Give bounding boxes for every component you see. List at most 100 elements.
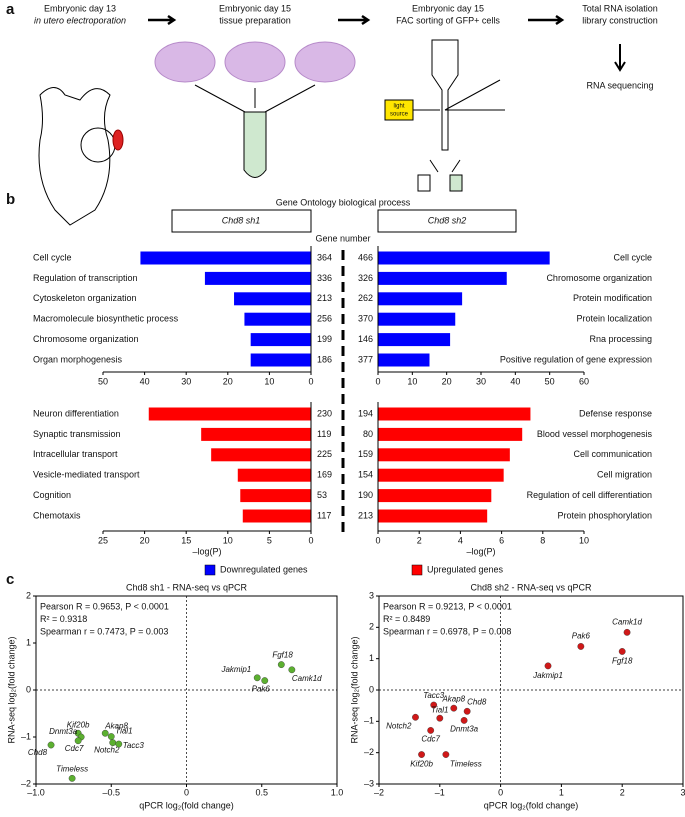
x-tick-label: 4 [458,535,463,545]
deflector [429,159,461,173]
point [618,648,626,655]
x-tick-label: 10 [407,376,417,386]
point [412,713,419,721]
x-tick-label: 0 [308,535,313,545]
gene-number: 53 [317,490,327,500]
category-label: Protein phosphorylation [557,510,652,520]
point-label: Notch2 [94,746,120,755]
y-tick-label: 1 [369,653,374,663]
bar [211,448,311,462]
point-label: Camk1d [612,617,642,626]
embryo [80,127,116,163]
point [253,674,261,682]
panel-title: Gene Ontology biological process [276,197,411,207]
x-tick-label: 10 [579,535,589,545]
point [430,701,438,709]
header-box [171,209,312,233]
collection-tube [449,174,463,192]
bar [242,509,311,523]
bar [204,271,311,285]
gene-number: 213 [358,510,373,520]
bar [237,468,311,482]
point [463,707,471,715]
plot-title: Chd8 sh1 - RNA-seq vs qPCR [126,582,248,592]
y-tick-label: 2 [26,590,31,600]
y-tick-label: –2 [364,747,374,757]
point [68,774,76,782]
gene-number: 466 [358,252,373,262]
x-tick-label: 20 [442,376,452,386]
point [47,741,55,749]
x-tick-label: 0 [375,535,380,545]
gene-number: 190 [358,490,373,500]
point [442,751,450,758]
sorter [431,39,459,151]
y-tick-label: –2 [21,778,31,788]
point-label: Kif20b [410,760,433,769]
x-tick-label: 15 [181,535,191,545]
light-path [410,79,505,111]
category-label: Vesicle-mediated transport [33,470,140,480]
bar [378,427,523,441]
light-label: light [393,104,404,110]
gene-number: 169 [317,470,332,480]
y-axis-label: RNA-seq log₂(fold change) [6,636,16,743]
point [427,727,435,734]
x-tick-label: 40 [510,376,520,386]
legend-swatch [411,564,423,576]
point-label: Dnmt3a [49,727,78,736]
brain-slice [294,41,356,83]
x-tick-label: –1 [435,787,445,797]
point-label: Fgf18 [272,651,293,660]
point-label: Timeless [450,760,482,769]
arrow [338,14,371,26]
stat-text: Spearman r = 0.6978, P = 0.008 [383,626,511,636]
bar [250,333,311,347]
point-label: Tacc3 [423,691,445,700]
collection-tube [417,174,431,192]
category-label: Intracellular transport [33,449,118,459]
bar [378,489,492,503]
y-tick-label: 1 [26,637,31,647]
stat-text: Pearson R = 0.9653, P < 0.0001 [40,601,169,611]
x-tick-label: 2 [417,535,422,545]
x-tick-label: 60 [579,376,589,386]
category-label: Defense response [579,408,652,418]
point [107,733,115,740]
x-tick-label: 25 [98,535,108,545]
point-label: Chd8 [28,748,48,757]
bar [201,427,311,441]
x-tick-label: 50 [98,376,108,386]
gene-number: 80 [363,429,373,439]
bar [378,271,507,285]
y-axis-label: RNA-seq log₂(fold change) [349,636,359,743]
column-header: Chd8 sh2 [428,215,467,225]
point [460,716,468,724]
category-label: Cytoskeleton organization [33,293,137,303]
step-text: Total RNA isolation [582,3,658,13]
arrow [148,14,177,26]
point-label: Tial1 [431,705,448,714]
point-label: Tacc3 [123,741,145,750]
gene-number: 119 [317,429,331,439]
category-label: Chromosome organization [546,273,652,283]
point-label: Chd8 [467,697,487,706]
light-label: source [390,112,409,118]
point-label: Camk1d [292,674,322,683]
bar [378,448,510,462]
category-label: Organ morphogenesis [33,354,123,364]
y-tick-label: 0 [26,684,31,694]
gene-number: 213 [317,293,332,303]
brain-slice [224,41,286,83]
x-tick-label: 1.0 [331,787,344,797]
gene-number: 364 [317,252,332,262]
gene-number: 225 [317,449,332,459]
brain-slice [154,41,216,83]
point [418,751,425,758]
x-tick-label: 0 [498,787,503,797]
category-label: Neuron differentiation [33,408,119,418]
x-tick-label: 6 [499,535,504,545]
x-tick-label: 40 [140,376,150,386]
step-text: Embryonic day 15 [412,3,484,13]
point-label: Fgf18 [612,657,633,666]
